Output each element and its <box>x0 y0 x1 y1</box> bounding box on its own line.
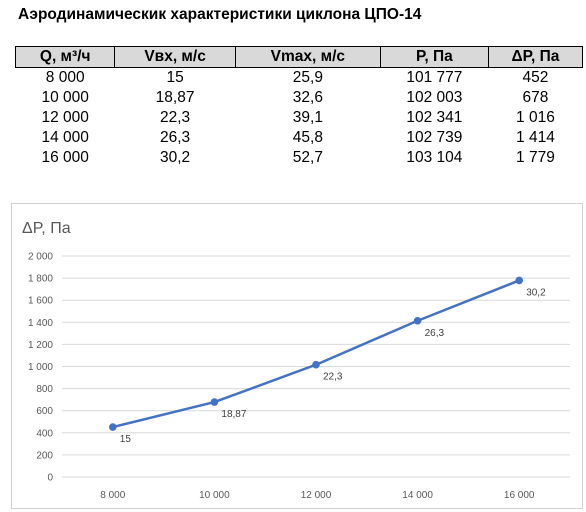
y-tick-label: 1 800 <box>28 274 53 285</box>
series-line <box>112 279 520 429</box>
data-label: 15 <box>120 434 132 445</box>
table-cell: 8 000 <box>45 69 85 86</box>
table-cell: 103 104 <box>406 149 463 166</box>
y-axis-label: ΔP, Па <box>22 220 71 237</box>
table-cell: 452 <box>522 69 549 86</box>
column-header-vmax: Vmax, м/с <box>234 46 381 68</box>
y-tick-label: 800 <box>36 384 53 395</box>
data-point <box>312 360 320 369</box>
y-tick-label: 1 600 <box>28 296 53 307</box>
table-cell: 15 <box>166 69 184 86</box>
data-label: 22,3 <box>323 372 343 383</box>
data-point <box>515 276 523 285</box>
table-cell: 39,1 <box>292 109 323 126</box>
x-tick-label: 10 000 <box>199 490 230 501</box>
data-point <box>413 316 422 325</box>
data-label: 18,87 <box>221 409 246 420</box>
table-cell: 102 739 <box>406 129 463 146</box>
table-cell: 12 000 <box>41 109 89 126</box>
table-row: 16 000 30,2 52,7 103 104 1 779 <box>16 148 583 168</box>
table-cell: 18,87 <box>155 89 195 106</box>
page-title: Аэродинамическик характеристики циклона … <box>18 6 422 23</box>
table-cell: 678 <box>522 89 549 106</box>
table-cell: 1 414 <box>516 129 555 146</box>
table-cell: 102 341 <box>406 109 463 126</box>
table-cell: 14 000 <box>41 129 89 146</box>
table-row: 10 000 18,87 32,6 102 003 678 <box>16 88 583 108</box>
y-tick-label: 1 200 <box>28 340 53 351</box>
line-chart: 0 200 400 600 800 1 000 1 200 1 400 1 600 1 800 2 … <box>22 220 570 501</box>
column-header-p: P, Па <box>379 46 489 68</box>
data-point <box>210 398 219 406</box>
table-cell: 10 000 <box>41 89 89 106</box>
table-cell: 26,3 <box>159 129 191 146</box>
y-tick-label: 600 <box>36 406 53 417</box>
y-tick-label: 1 000 <box>28 362 53 373</box>
table-cell: 102 003 <box>406 89 463 106</box>
x-tick-label: 16 000 <box>504 490 535 501</box>
table-row: 14 000 26,3 45,8 102 739 1 414 <box>16 128 583 148</box>
table-cell: 1 016 <box>516 109 555 126</box>
table-cell: 52,7 <box>292 149 323 166</box>
column-header-dp: ΔP, Па <box>487 46 584 68</box>
y-tick-label: 1 400 <box>28 318 53 329</box>
x-tick-label: 12 000 <box>301 490 332 501</box>
column-header-q: Q, м³/ч <box>14 46 116 68</box>
table-header-row: Q, м³/ч Vвх, м/с Vmax, м/с P, Па ΔP, Па <box>14 46 584 68</box>
table-cell: 45,8 <box>292 129 323 146</box>
data-label: 26,3 <box>425 328 445 339</box>
y-tick-label: 400 <box>36 428 53 439</box>
table-cell: 16 000 <box>41 149 89 166</box>
data-point <box>109 423 117 431</box>
y-tick-label: 0 <box>47 473 53 484</box>
chart-area: 0 200 400 600 800 1 000 1 200 1 400 1 600 1 800 2 … <box>11 203 583 509</box>
x-tick-label: 8 000 <box>100 490 125 501</box>
data-label: 30,2 <box>526 287 546 298</box>
table-cell: 22,3 <box>159 109 191 126</box>
y-tick-label: 2 000 <box>28 252 53 263</box>
table-cell: 30,2 <box>159 149 191 166</box>
y-tick-label: 200 <box>36 450 53 461</box>
data-table: Q, м³/ч Vвх, м/с Vmax, м/с P, Па ΔP, Па … <box>14 46 584 168</box>
table-cell: 32,6 <box>292 89 323 106</box>
table-cell: 101 777 <box>406 69 463 86</box>
column-header-vin: Vвх, м/с <box>114 46 236 68</box>
table-cell: 25,9 <box>292 69 323 86</box>
table-cell: 1 779 <box>516 149 555 166</box>
table-row: 8 000 15 25,9 101 777 452 <box>16 68 583 89</box>
table-row: 12 000 22,3 39,1 102 341 1 016 <box>16 108 583 128</box>
x-tick-label: 14 000 <box>402 490 433 501</box>
